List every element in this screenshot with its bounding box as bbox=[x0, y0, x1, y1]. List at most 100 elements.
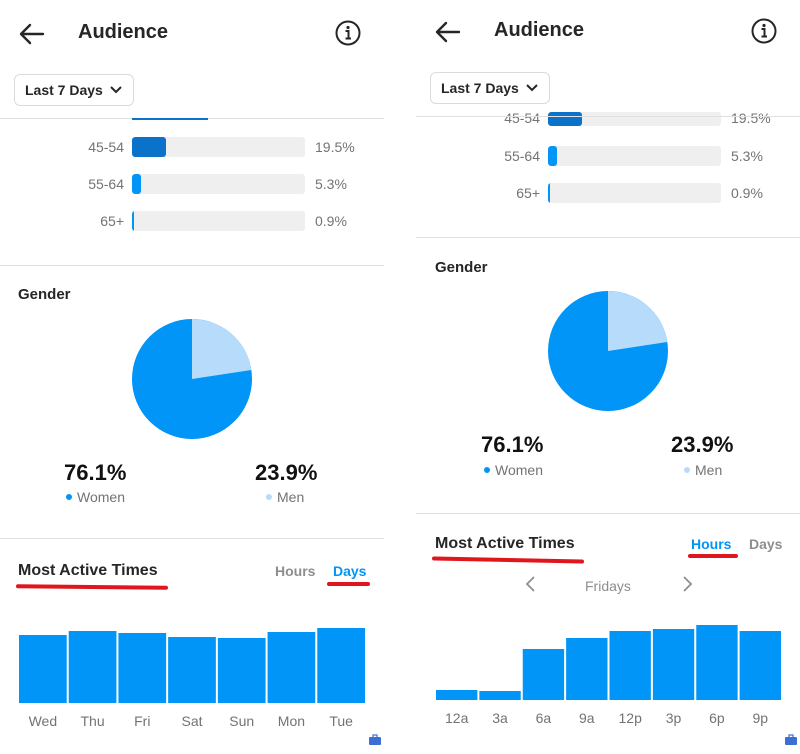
age-row: 55-64 5.3% bbox=[0, 174, 384, 196]
tab-hours[interactable]: Hours bbox=[275, 563, 316, 579]
annotation-underline bbox=[431, 556, 585, 564]
tab-hours[interactable]: Hours bbox=[691, 536, 732, 552]
pie-slice-men bbox=[608, 291, 668, 351]
age-row: 55-64 5.3% bbox=[416, 146, 800, 168]
age-bar-fill bbox=[548, 183, 550, 203]
chevron-right-icon[interactable] bbox=[678, 575, 696, 593]
women-percentage: 76.1% bbox=[481, 432, 544, 457]
annotation-underline bbox=[327, 582, 370, 586]
bar-tue bbox=[317, 628, 365, 703]
gender-title: Gender bbox=[435, 259, 488, 276]
tab-days[interactable]: Days bbox=[749, 536, 783, 552]
bar-fri bbox=[118, 633, 167, 703]
men-legend: Men bbox=[684, 462, 722, 478]
men-label: Men bbox=[277, 489, 305, 505]
date-range-label: Last 7 Days bbox=[25, 82, 103, 98]
bar-9p bbox=[739, 631, 781, 700]
age-bar-track bbox=[132, 211, 305, 231]
annotation-underline bbox=[688, 554, 738, 558]
age-value: 0.9% bbox=[731, 185, 763, 201]
pie-slice-men bbox=[192, 319, 252, 379]
bar-12p bbox=[609, 631, 651, 700]
age-bar-fill bbox=[548, 146, 557, 166]
bar-sun bbox=[217, 638, 266, 703]
x-tick-label: Thu bbox=[81, 713, 105, 729]
chevron-down-icon bbox=[110, 86, 122, 94]
x-tick-label: 12p bbox=[619, 710, 643, 726]
age-label: 55-64 bbox=[504, 148, 540, 164]
women-percentage: 76.1% bbox=[64, 460, 127, 485]
x-tick-label: 6a bbox=[536, 710, 552, 726]
age-value: 5.3% bbox=[731, 148, 763, 164]
gender-title: Gender bbox=[18, 286, 71, 303]
gender-pie-chart bbox=[548, 291, 668, 411]
gender-pie-chart bbox=[132, 319, 252, 439]
x-tick-label: 3p bbox=[666, 710, 682, 726]
men-percentage: 23.9% bbox=[255, 460, 318, 485]
x-tick-label: 12a bbox=[445, 710, 469, 726]
women-legend: Women bbox=[66, 489, 125, 505]
x-tick-label: Mon bbox=[278, 713, 305, 729]
info-icon[interactable] bbox=[750, 17, 778, 45]
x-tick-label: Fri bbox=[134, 713, 150, 729]
age-value: 19.5% bbox=[315, 139, 355, 155]
date-range-dropdown[interactable]: Last 7 Days bbox=[430, 72, 550, 104]
age-label: 45-54 bbox=[88, 139, 124, 155]
active-days-bar-chart: Wed Thu Fri Sat Sun Mon Tue bbox=[19, 628, 365, 729]
active-hours-bar-chart: 12a 3a 6a 9a 12p 3p 6p 9p bbox=[436, 625, 781, 726]
most-active-times-title: Most Active Times bbox=[435, 535, 575, 552]
page-title: Audience bbox=[494, 19, 585, 41]
chevron-left-icon[interactable] bbox=[522, 575, 540, 593]
age-bar-track bbox=[548, 183, 721, 203]
age-row: 45-54 19.5% bbox=[0, 137, 384, 159]
bar-6p bbox=[696, 625, 738, 700]
bar-6a bbox=[522, 649, 565, 700]
annotation-underline bbox=[15, 584, 169, 590]
top-bar: Audience bbox=[416, 0, 800, 66]
women-label: Women bbox=[495, 462, 543, 478]
x-tick-label: 3a bbox=[492, 710, 508, 726]
age-bar-track bbox=[548, 112, 721, 126]
tab-days[interactable]: Days bbox=[333, 563, 367, 579]
age-label: 65+ bbox=[516, 185, 540, 201]
age-bar-fill bbox=[548, 112, 582, 126]
bar-9a bbox=[566, 638, 608, 700]
x-tick-label: Sat bbox=[181, 713, 202, 729]
x-tick-label: 6p bbox=[709, 710, 725, 726]
x-tick-label: 9p bbox=[753, 710, 769, 726]
age-label: 55-64 bbox=[88, 176, 124, 192]
bar-wed bbox=[19, 635, 67, 703]
divider bbox=[0, 265, 384, 266]
day-selector-label: Fridays bbox=[585, 578, 631, 594]
age-bar-track bbox=[548, 146, 721, 166]
age-value: 5.3% bbox=[315, 176, 347, 192]
briefcase-icon bbox=[785, 734, 797, 745]
back-arrow-icon[interactable] bbox=[18, 20, 46, 48]
chevron-down-icon bbox=[526, 84, 538, 92]
bar-3a bbox=[479, 691, 521, 700]
age-label: 45-54 bbox=[504, 112, 540, 126]
back-arrow-icon[interactable] bbox=[434, 18, 462, 46]
divider bbox=[416, 116, 800, 117]
divider bbox=[416, 237, 800, 238]
info-icon[interactable] bbox=[334, 19, 362, 47]
most-active-times-title: Most Active Times bbox=[18, 562, 158, 579]
divider bbox=[0, 538, 384, 539]
age-label: 65+ bbox=[100, 213, 124, 229]
age-bar-fill bbox=[132, 211, 134, 231]
bar-sat bbox=[168, 637, 216, 703]
age-row: 65+ 0.9% bbox=[416, 183, 800, 205]
scrolled-bar-remnant bbox=[132, 118, 208, 120]
date-range-dropdown[interactable]: Last 7 Days bbox=[14, 74, 134, 106]
legend-dot bbox=[66, 494, 72, 500]
panel-gutter bbox=[384, 0, 416, 754]
men-label: Men bbox=[695, 462, 723, 478]
page-title: Audience bbox=[78, 21, 169, 43]
age-bar-track bbox=[132, 137, 305, 157]
date-range-label: Last 7 Days bbox=[441, 80, 519, 96]
top-bar: Audience bbox=[0, 0, 384, 66]
women-legend: Women bbox=[484, 462, 543, 478]
age-bar-track bbox=[132, 174, 305, 194]
age-value: 19.5% bbox=[731, 112, 771, 126]
women-label: Women bbox=[77, 489, 125, 505]
